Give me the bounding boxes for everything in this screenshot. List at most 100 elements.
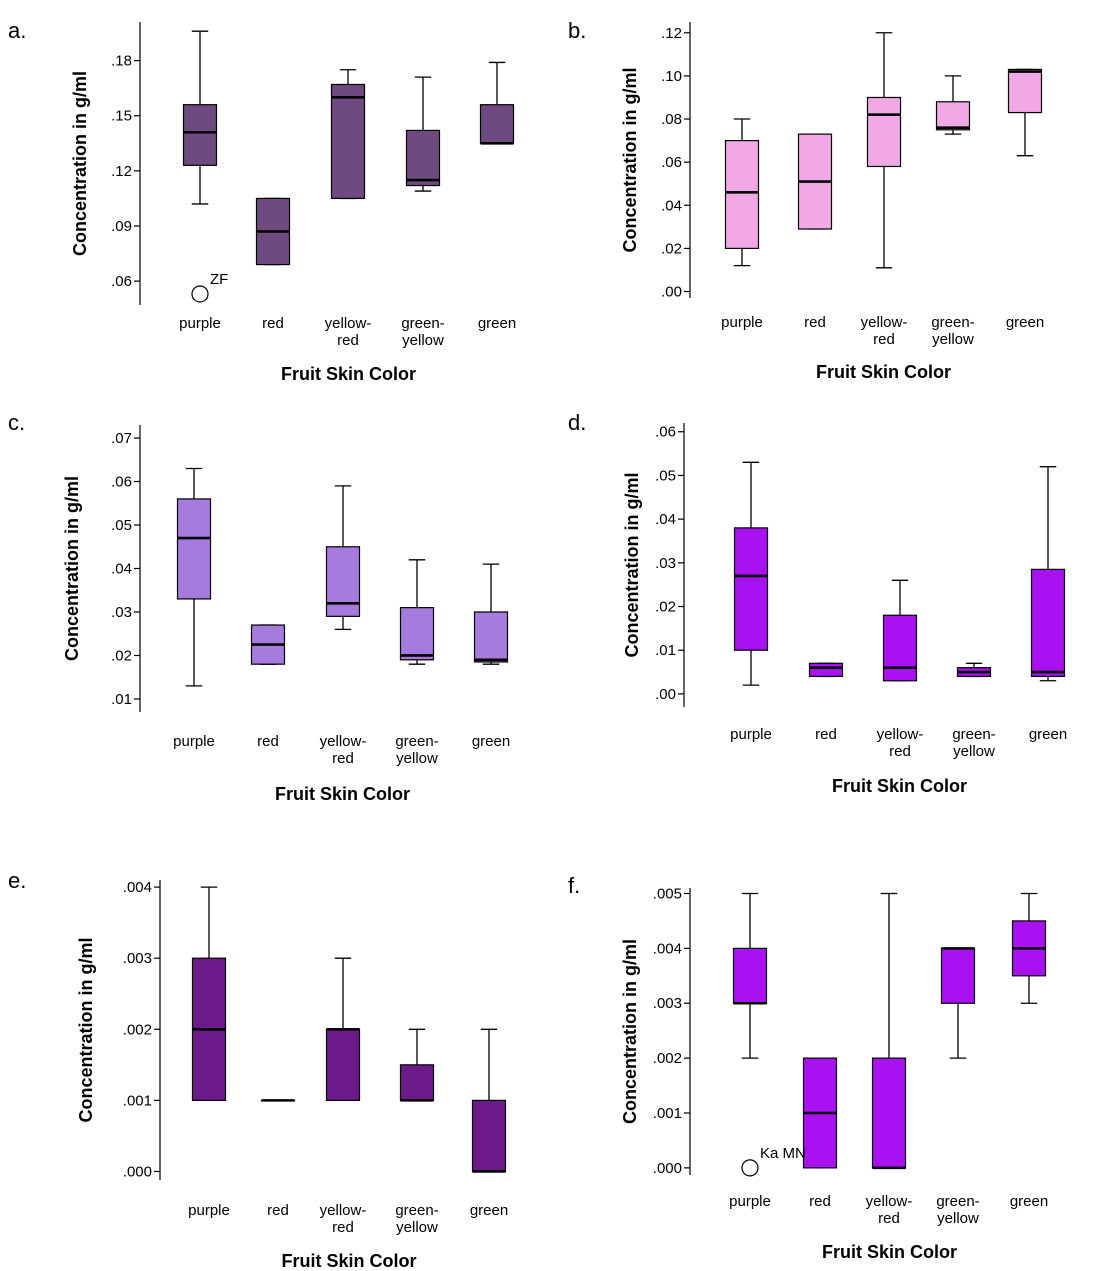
box <box>471 1099 507 1173</box>
y-tick-label: .02 <box>661 240 682 257</box>
panel-label: f. <box>568 873 580 898</box>
y-axis-title: Concentration in g/ml <box>76 937 96 1122</box>
y-tick-label: .000 <box>653 1160 682 1177</box>
panel-label: a. <box>8 18 26 43</box>
x-category-label: red <box>257 733 279 750</box>
x-category-label: green <box>1010 1193 1048 1210</box>
y-tick-label: .02 <box>655 599 676 616</box>
box <box>325 546 361 617</box>
y-tick-label: .01 <box>111 691 132 708</box>
y-tick-label: .00 <box>655 686 676 703</box>
x-category-label: purple <box>188 1202 230 1219</box>
box <box>882 614 918 682</box>
x-category-label: red <box>804 314 826 331</box>
y-tick-label: .003 <box>123 950 152 967</box>
x-category-label: purple <box>721 314 763 331</box>
x-category-label: green <box>472 733 510 750</box>
x-axis-title: Fruit Skin Color <box>822 1242 957 1262</box>
panel-label: c. <box>8 410 25 435</box>
y-tick-label: .06 <box>655 424 676 441</box>
boxplot-panel: b. .00 .02 .04 .06 .08 .10 .12 Concentration in … <box>568 18 1044 382</box>
y-axis-title: Concentration in g/ml <box>62 476 82 661</box>
outlier-point <box>741 1159 759 1177</box>
y-axis-title: Concentration in g/ml <box>622 472 642 657</box>
y-tick-label: .15 <box>111 108 132 125</box>
x-axis-title: Fruit Skin Color <box>832 776 967 796</box>
x-category-label: red <box>262 315 284 332</box>
x-category-label: yellow-red <box>320 733 367 767</box>
y-tick-label: .12 <box>661 25 682 42</box>
x-category-label: yellow-red <box>866 1193 913 1227</box>
x-category-label: green-yellow <box>395 1202 438 1236</box>
y-tick-label: .10 <box>661 68 682 85</box>
x-category-label: green-yellow <box>401 315 444 349</box>
x-category-label: purple <box>729 1193 771 1210</box>
y-tick-label: .18 <box>111 53 132 70</box>
box <box>182 104 218 166</box>
outlier-label: Ka MN <box>760 1145 806 1162</box>
x-axis-title: Fruit Skin Color <box>275 784 410 804</box>
y-tick-label: .004 <box>123 879 152 896</box>
y-tick-label: .00 <box>661 284 682 301</box>
y-tick-label: .01 <box>655 642 676 659</box>
outlier-label: ZF <box>210 271 228 288</box>
box <box>399 607 435 661</box>
x-category-label: green-yellow <box>936 1193 979 1227</box>
y-tick-label: .003 <box>653 995 682 1012</box>
boxplot-panel: c. .01 .02 .03 .04 .05 .06 .07 Concentration in … <box>8 410 510 804</box>
y-tick-label: .03 <box>111 604 132 621</box>
x-category-label: red <box>815 726 837 743</box>
y-tick-label: .002 <box>123 1021 152 1038</box>
x-category-label: red <box>809 1193 831 1210</box>
x-category-label: green-yellow <box>952 726 995 760</box>
y-tick-label: .04 <box>111 561 132 578</box>
y-tick-label: .12 <box>111 163 132 180</box>
box <box>935 101 971 131</box>
y-tick-label: .03 <box>655 555 676 572</box>
x-axis-title: Fruit Skin Color <box>816 362 951 382</box>
y-tick-label: .05 <box>655 467 676 484</box>
x-category-label: green-yellow <box>395 733 438 767</box>
box <box>871 1057 907 1169</box>
y-tick-label: .06 <box>111 273 132 290</box>
x-axis-title: Fruit Skin Color <box>281 364 416 384</box>
box <box>330 83 366 200</box>
panel-label: d. <box>568 410 586 435</box>
box <box>1007 68 1043 114</box>
y-tick-label: .04 <box>655 511 676 528</box>
y-tick-label: .000 <box>123 1163 152 1180</box>
x-axis-title: Fruit Skin Color <box>282 1251 417 1271</box>
x-category-label: yellow-red <box>861 314 908 348</box>
box <box>724 139 760 250</box>
y-tick-label: .09 <box>111 218 132 235</box>
x-category-label: green <box>1006 314 1044 331</box>
y-tick-label: .06 <box>661 154 682 171</box>
y-axis-title: Concentration in g/ml <box>620 939 640 1124</box>
panel-label: e. <box>8 868 26 893</box>
y-tick-label: .004 <box>653 940 682 957</box>
y-tick-label: .005 <box>653 885 682 902</box>
x-category-label: green <box>1029 726 1067 743</box>
y-tick-label: .05 <box>111 517 132 534</box>
y-axis-title: Concentration in g/ml <box>70 71 90 256</box>
box <box>479 104 515 144</box>
box <box>808 662 844 678</box>
box <box>405 129 441 187</box>
box <box>732 947 768 1004</box>
x-category-label: green <box>470 1202 508 1219</box>
x-category-label: purple <box>173 733 215 750</box>
boxplot-panel: e. .000 .001 .002 .003 .004 Concentration in g… <box>8 868 508 1271</box>
y-tick-label: .04 <box>661 197 682 214</box>
x-category-label: yellow-red <box>320 1202 367 1236</box>
y-tick-label: .001 <box>123 1092 152 1109</box>
y-tick-label: .08 <box>661 111 682 128</box>
box <box>473 611 509 663</box>
y-tick-label: .07 <box>111 430 132 447</box>
x-category-label: green-yellow <box>931 314 974 348</box>
box <box>940 947 976 1004</box>
box <box>399 1064 435 1101</box>
boxplot-panel: f. .000 .001 .002 .003 .004 .005 Concentration … <box>568 873 1048 1262</box>
box <box>866 96 902 168</box>
x-category-label: green <box>478 315 516 332</box>
